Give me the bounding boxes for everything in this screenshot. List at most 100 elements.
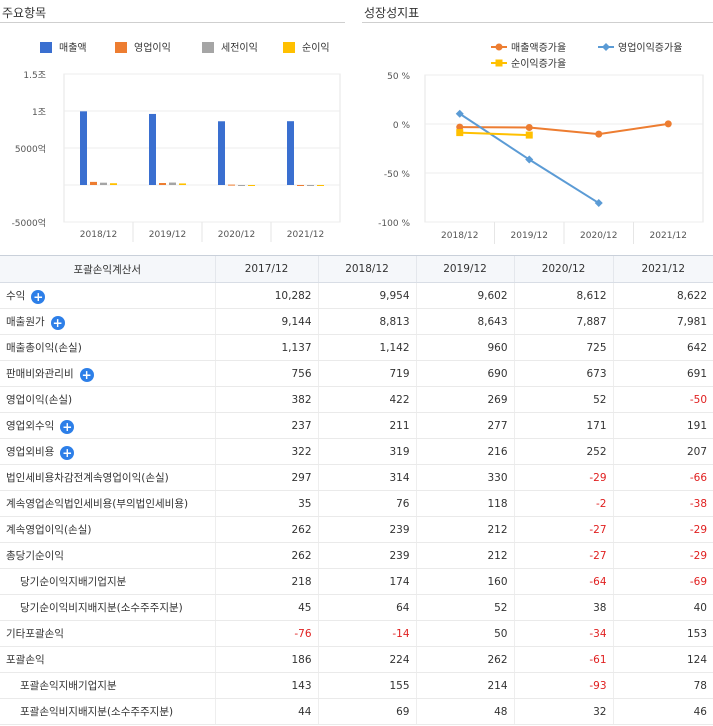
value-cell: 322 [214,438,318,465]
value-cell: -14 [317,620,416,647]
expand-plus-icon[interactable]: + [50,315,65,330]
y-tick-label: 1조 [32,108,46,118]
value-cell: 118 [415,490,514,517]
value-cell: 330 [415,464,514,491]
value-cell: 642 [612,334,713,361]
point-1 [456,123,464,131]
value-cell: 44 [214,698,318,725]
legend-marker [495,43,503,51]
main-items-title-divider [0,22,345,23]
bar-4 [110,183,117,185]
legend-label: 영업이익증가율 [618,41,682,54]
table-header-row: 포괄손익계산서 2017/12 2018/12 2019/12 2020/12 … [0,255,713,283]
bar-2 [90,181,97,185]
row-label: 기타포괄손익 [6,628,64,640]
growth-indicators-line-chart: 50 % 0 % -50 % -100 % 2018/12 2019/12 2020/12 2… [378,41,704,244]
header-statement: 포괄손익계산서 [0,255,215,283]
value-cell: 1,137 [214,334,318,361]
value-cell: 277 [415,412,514,439]
value-cell: 690 [415,360,514,387]
bar-3 [238,185,245,186]
value-cell: 691 [612,360,713,387]
main-items-bar-chart: 1.5조 1조 5000억 -5000억 2018/12 2019/12 2020/12 20… [12,41,341,242]
value-cell: 10,282 [214,282,318,309]
legend-marker [602,43,610,51]
value-cell: 64 [317,594,416,621]
value-cell: 224 [317,646,416,673]
table-row: 매출총이익(손실) 1,137 1,142 960 725 642 [0,334,713,361]
value-cell: 239 [317,542,416,569]
point-1 [664,120,672,128]
x-tick-label: 2021/12 [650,231,687,241]
point-1 [595,130,603,138]
bar-1 [218,121,225,185]
row-label-cell: 영업이익(손실) [0,386,215,413]
series-line-3 [459,131,530,137]
table-row: 총당기순이익 262 239 212 -27 -29 [0,542,713,569]
row-label: 당기순이익지배기업지분 [20,576,127,588]
bar-3 [169,182,176,185]
expand-plus-icon[interactable]: + [31,289,46,304]
value-cell: 297 [214,464,318,491]
expand-plus-icon[interactable]: + [60,419,75,434]
value-cell: 171 [513,412,613,439]
growth-indicators-title: 성장성지표 [364,6,420,20]
row-label-cell: 당기순이익비지배지분(소수주주지분) [0,594,215,621]
value-cell: -69 [612,568,713,595]
value-cell: 756 [214,360,318,387]
header-year: 2018/12 [317,255,416,283]
row-label-cell: 법인세비용차감전계속영업이익(손실) [0,464,215,491]
expand-plus-icon[interactable]: + [79,367,94,382]
bar-4 [317,185,324,186]
value-cell: -61 [513,646,613,673]
legend-swatch [115,42,127,53]
value-cell: -2 [513,490,613,517]
value-cell: 211 [317,412,416,439]
x-tick-label: 2020/12 [218,230,255,240]
legend-label: 매출액증가율 [511,42,566,54]
point-2 [525,155,534,164]
value-cell: -50 [612,386,713,413]
expand-plus-icon[interactable]: + [60,445,75,460]
table-row: 당기순이익지배기업지분 218 174 160 -64 -69 [0,568,713,595]
value-cell: 35 [214,490,318,517]
growth-indicators-title-divider [362,22,713,23]
row-label-cell: 매출원가 + [0,308,215,335]
y-tick-label: -100 % [378,219,410,229]
value-cell: -64 [513,568,613,595]
bar-1 [149,113,156,185]
value-cell: 9,144 [214,308,318,335]
row-label: 법인세비용차감전계속영업이익(손실) [6,472,169,484]
table-row: 기타포괄손익 -76 -14 50 -34 153 [0,620,713,647]
row-label-cell: 계속영업손익법인세비용(부의법인세비용) [0,490,215,517]
value-cell: 252 [513,438,613,465]
value-cell: 9,602 [415,282,514,309]
bar-2 [159,183,166,185]
series-line-1 [459,122,669,136]
row-label: 영업이익(손실) [6,394,73,406]
bar-3 [100,182,107,185]
legend-marker [495,59,503,67]
value-cell: 1,142 [317,334,416,361]
y-tick-label: 1.5조 [23,71,46,81]
table-row: 판매비와관리비 +756 719 690 673 691 [0,360,713,387]
value-cell: 212 [415,516,514,543]
row-label-cell: 매출총이익(손실) [0,334,215,361]
value-cell: -93 [513,672,613,699]
row-label: 매출총이익(손실) [6,342,82,354]
value-cell: 76 [317,490,416,517]
value-cell: 8,612 [513,282,613,309]
x-tick-label: 2019/12 [149,230,186,240]
table-row: 당기순이익비지배지분(소수주주지분) 45 64 52 38 40 [0,594,713,621]
y-tick-label: 50 % [387,72,410,82]
value-cell: 40 [612,594,713,621]
table-row: 매출원가 +9,144 8,813 8,643 7,887 7,981 [0,308,713,335]
row-label-cell: 포괄손익 [0,646,215,673]
legend-swatch [40,42,52,53]
value-cell: 69 [317,698,416,725]
row-label: 계속영업손익법인세비용(부의법인세비용) [6,498,189,510]
y-tick-label: 5000억 [15,143,46,155]
table-row: 영업외비용 +322 319 216 252 207 [0,438,713,465]
bar-2 [297,185,304,186]
table-row: 계속영업이익(손실) 262 239 212 -27 -29 [0,516,713,543]
